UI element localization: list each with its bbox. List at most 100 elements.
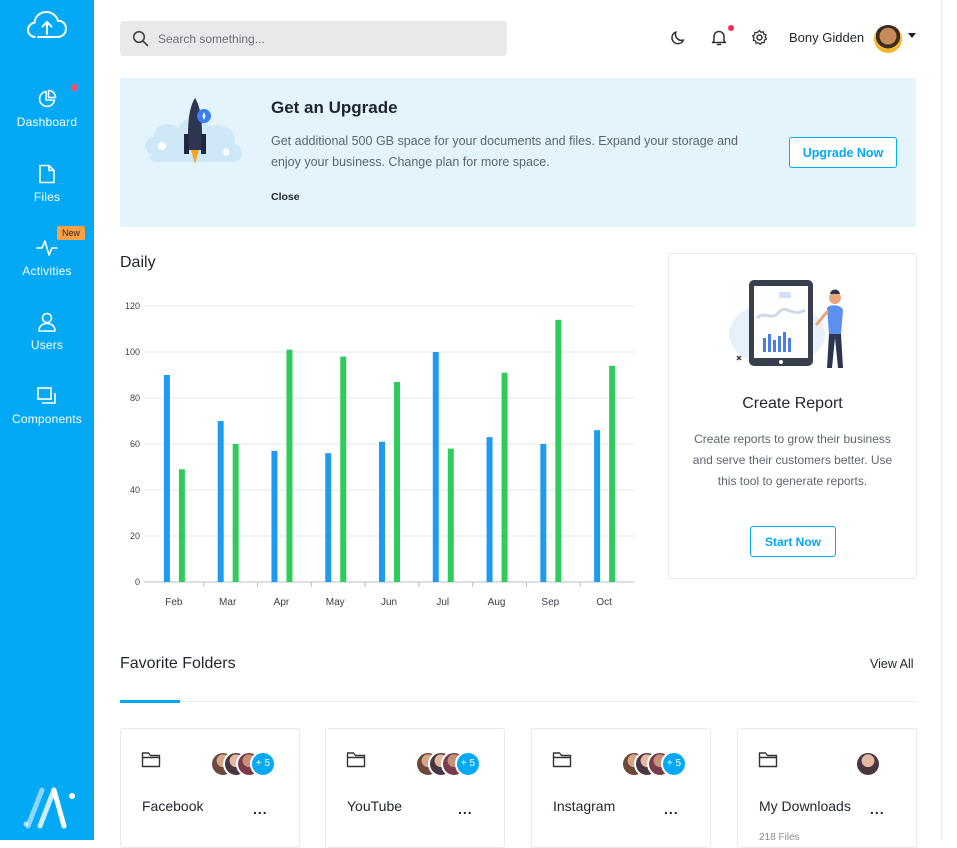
create-report-card: Create Report Create reports to grow the… xyxy=(668,253,917,579)
bell-icon[interactable] xyxy=(711,29,727,46)
divider xyxy=(120,701,916,702)
sidebar-item-label: Components xyxy=(11,412,83,426)
components-icon xyxy=(37,387,56,404)
more-members-badge[interactable]: + 5 xyxy=(455,751,481,777)
bar-jul-1[interactable] xyxy=(432,352,439,582)
folder-card-youtube[interactable]: + 5 YouTube ... xyxy=(325,728,505,848)
sidebar: Dashboard Files Activities New Users Com… xyxy=(0,0,94,840)
x-tick-label: Aug xyxy=(488,597,506,608)
upgrade-now-button[interactable]: Upgrade Now xyxy=(789,137,897,168)
folder-card-instagram[interactable]: + 5 Instagram ... xyxy=(531,728,711,848)
sidebar-item-activities[interactable]: Activities xyxy=(0,238,94,278)
x-tick-label: Feb xyxy=(165,597,183,608)
y-tick-label: 100 xyxy=(125,347,140,357)
folder-name: Instagram xyxy=(553,798,616,814)
bar-feb-2[interactable] xyxy=(178,469,185,582)
more-options-icon[interactable]: ... xyxy=(870,801,885,817)
search-input[interactable] xyxy=(158,21,488,56)
bar-apr-1[interactable] xyxy=(271,450,278,582)
pie-chart-icon xyxy=(38,89,57,108)
sidebar-item-label: Activities xyxy=(22,264,72,278)
user-name[interactable]: Bony Gidden xyxy=(789,30,865,45)
y-tick-label: 0 xyxy=(135,577,140,587)
x-tick-label: Apr xyxy=(274,597,290,608)
brand-logo-icon xyxy=(23,787,75,829)
folder-name: My Downloads xyxy=(759,798,851,814)
y-tick-label: 120 xyxy=(125,301,140,311)
x-tick-label: Sep xyxy=(541,597,559,608)
sidebar-item-label: Users xyxy=(30,338,64,352)
gear-icon[interactable] xyxy=(751,29,768,46)
search-bar[interactable] xyxy=(120,21,507,56)
user-icon xyxy=(38,312,56,332)
notification-dot xyxy=(71,84,78,91)
y-tick-label: 80 xyxy=(130,393,140,403)
bar-mar-2[interactable] xyxy=(232,444,239,582)
notification-dot xyxy=(728,25,734,31)
x-tick-label: Mar xyxy=(219,597,237,608)
bar-feb-1[interactable] xyxy=(163,375,170,582)
more-options-icon[interactable]: ... xyxy=(458,801,473,817)
favorite-folders-title: Favorite Folders xyxy=(120,655,236,672)
bar-aug-2[interactable] xyxy=(501,372,508,582)
file-icon xyxy=(39,164,55,184)
bar-mar-1[interactable] xyxy=(217,421,224,582)
search-icon xyxy=(132,30,149,47)
bar-jul-2[interactable] xyxy=(447,448,454,582)
bar-oct-2[interactable] xyxy=(609,365,616,582)
bar-aug-1[interactable] xyxy=(486,437,493,582)
folder-icon xyxy=(758,752,778,768)
chevron-down-icon[interactable] xyxy=(908,33,916,38)
view-all-link[interactable]: View All xyxy=(870,657,914,671)
avatar[interactable] xyxy=(874,25,902,53)
activity-icon xyxy=(36,240,58,256)
sidebar-item-label: Dashboard xyxy=(16,115,78,129)
bar-jun-2[interactable] xyxy=(394,381,400,582)
active-tab-indicator xyxy=(120,700,180,703)
daily-title: Daily xyxy=(120,254,156,271)
bar-sep-1[interactable] xyxy=(540,444,547,582)
x-tick-label: Jun xyxy=(381,597,397,608)
x-tick-label: Oct xyxy=(596,597,612,608)
y-tick-label: 40 xyxy=(130,485,140,495)
banner-text: Get additional 500 GB space for your doc… xyxy=(271,134,738,169)
start-now-button[interactable]: Start Now xyxy=(750,526,836,557)
more-members-badge[interactable]: + 5 xyxy=(661,751,687,777)
sidebar-item-label: Files xyxy=(33,190,61,204)
bar-jun-1[interactable] xyxy=(379,441,385,582)
folder-name: YouTube xyxy=(347,798,403,814)
x-tick-label: Jul xyxy=(436,597,449,608)
folder-card-facebook[interactable]: + 5 Facebook ... xyxy=(120,728,300,848)
y-tick-label: 60 xyxy=(130,439,140,449)
bar-oct-1[interactable] xyxy=(594,430,601,582)
cloud-upload-icon[interactable] xyxy=(26,10,68,44)
sidebar-item-users[interactable]: Users xyxy=(0,312,94,352)
more-options-icon[interactable]: ... xyxy=(664,801,679,817)
report-title: Create Report xyxy=(742,395,843,412)
x-tick-label: May xyxy=(326,597,345,608)
bar-may-2[interactable] xyxy=(340,356,347,582)
new-badge: New xyxy=(57,226,86,240)
sidebar-item-components[interactable]: Components xyxy=(0,386,94,426)
folder-name: Facebook xyxy=(142,798,204,814)
more-options-icon[interactable]: ... xyxy=(253,801,268,817)
banner-close-link[interactable]: Close xyxy=(271,191,300,203)
bar-may-1[interactable] xyxy=(325,453,332,582)
folder-card-my-downloads[interactable]: My Downloads ... 218 Files xyxy=(737,728,917,848)
sidebar-item-dashboard[interactable]: Dashboard xyxy=(0,89,94,129)
report-text: Create reports to grow their business an… xyxy=(692,432,893,488)
folder-icon xyxy=(552,752,572,768)
folder-icon xyxy=(346,752,366,768)
more-members-badge[interactable]: + 5 xyxy=(250,751,276,777)
avatar xyxy=(855,751,881,777)
bar-apr-2[interactable] xyxy=(286,349,293,582)
y-tick-label: 20 xyxy=(130,531,140,541)
banner-title: Get an Upgrade xyxy=(271,98,398,117)
page-border xyxy=(941,0,942,840)
rocket-illustration xyxy=(145,98,243,164)
dark-mode-moon-icon[interactable] xyxy=(671,29,687,45)
sidebar-item-files[interactable]: Files xyxy=(0,164,94,204)
upgrade-banner: Get an Upgrade Get additional 500 GB spa… xyxy=(120,78,916,227)
bar-sep-2[interactable] xyxy=(555,319,562,582)
daily-bar-chart: 0 20 40 60 80 100 120 Feb Mar Apr May Jun Jul Aug Sep O… xyxy=(125,301,634,608)
